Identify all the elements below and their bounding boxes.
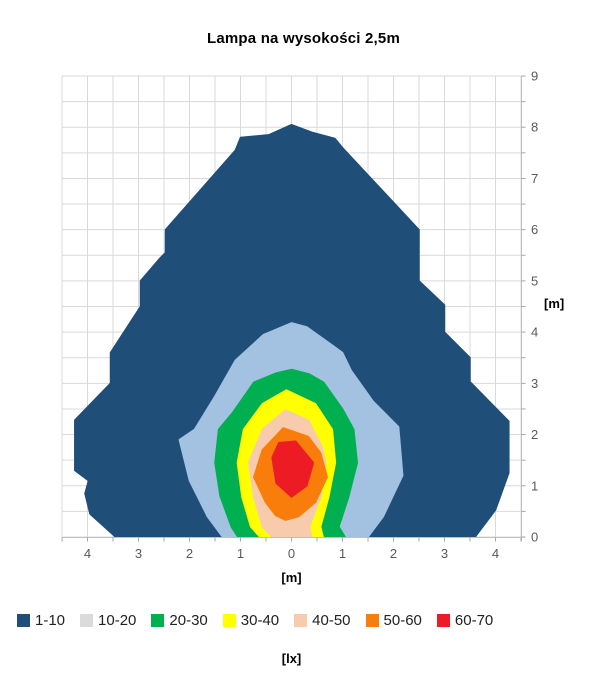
contour-band-60-70 xyxy=(271,440,315,498)
y-tick-label: 2 xyxy=(531,427,538,442)
legend-swatch xyxy=(17,614,30,627)
legend-item: 20-30 xyxy=(151,612,208,629)
legend-swatch xyxy=(222,614,236,627)
legend-item: 30-40 xyxy=(222,612,280,629)
legend-label: 60-70 xyxy=(454,612,494,629)
legend-item: 50-60 xyxy=(365,612,422,629)
y-tick-label: 1 xyxy=(531,478,538,493)
y-tick-label: 3 xyxy=(531,376,538,391)
x-tick-label: 0 xyxy=(288,546,295,561)
x-tick-label: 4 xyxy=(84,546,91,561)
y-axis-title: [m] xyxy=(544,296,565,311)
legend-label: 10-20 xyxy=(98,612,137,629)
legend-swatch xyxy=(365,614,379,627)
legend: 1-10 10-20 20-30 30-40 40-50 50-60 60-70 xyxy=(17,612,493,629)
legend-swatch xyxy=(151,614,165,627)
x-tick-label: 3 xyxy=(135,546,142,561)
x-tick-label: 1 xyxy=(237,546,244,561)
legend-item: 1-10 xyxy=(17,612,65,629)
x-axis-title: [m] xyxy=(281,570,302,585)
legend-swatch xyxy=(80,614,94,627)
contour-plot: 0 1 2 3 4 5 6 7 8 9 4 3 2 1 0 1 2 3 4 xyxy=(61,69,538,561)
x-tick-label: 2 xyxy=(186,546,193,561)
legend-label: 30-40 xyxy=(240,612,280,629)
legend-item: 40-50 xyxy=(294,612,351,629)
y-tick-label: 5 xyxy=(531,273,538,288)
x-tick-label: 3 xyxy=(441,546,448,561)
legend-title: [lx] xyxy=(281,651,302,666)
chart-title: Lampa na wysokości 2,5m xyxy=(206,30,400,47)
x-tick-label: 2 xyxy=(390,546,397,561)
legend-label: 50-60 xyxy=(383,612,422,629)
y-tick-label: 9 xyxy=(531,69,538,84)
legend-label: 1-10 xyxy=(35,612,66,629)
legend-swatch xyxy=(436,614,450,627)
legend-item: 60-70 xyxy=(436,612,494,629)
legend-item: 10-20 xyxy=(80,612,136,629)
legend-swatch xyxy=(294,614,308,627)
y-tick-label: 0 xyxy=(531,530,538,545)
x-tick-label: 1 xyxy=(339,546,346,561)
x-tick-label: 4 xyxy=(492,546,499,561)
y-tick-label: 6 xyxy=(531,222,538,237)
y-tick-label: 7 xyxy=(531,171,538,186)
legend-label: 20-30 xyxy=(169,612,208,629)
y-tick-label: 8 xyxy=(531,120,538,135)
y-tick-label: 4 xyxy=(531,325,538,340)
legend-label: 40-50 xyxy=(312,612,351,629)
